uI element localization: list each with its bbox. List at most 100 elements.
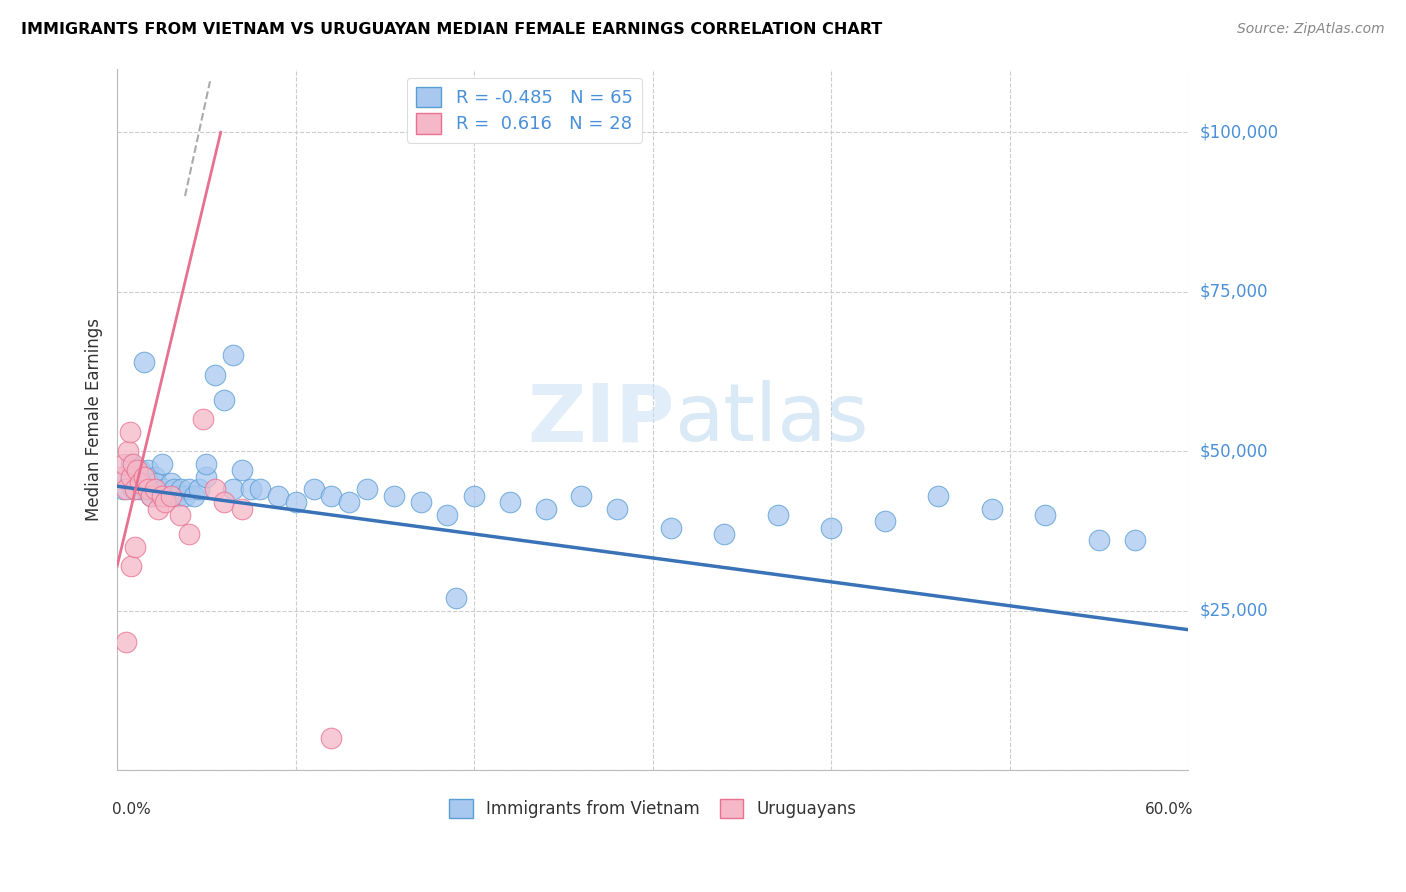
Point	[125, 476, 148, 491]
Point	[132, 355, 155, 369]
Point	[124, 469, 146, 483]
Point	[195, 457, 218, 471]
Point	[136, 463, 159, 477]
Point	[222, 483, 245, 497]
Point	[124, 540, 146, 554]
Point	[436, 508, 458, 522]
Point	[132, 469, 155, 483]
Point	[152, 483, 174, 497]
Point	[766, 508, 789, 522]
Point	[499, 495, 522, 509]
Point	[121, 469, 143, 483]
Point	[159, 489, 181, 503]
Point	[222, 349, 245, 363]
Point	[463, 489, 485, 503]
Point	[122, 483, 145, 497]
Point	[195, 469, 218, 483]
Text: $25,000: $25,000	[1199, 601, 1268, 620]
Point	[231, 501, 253, 516]
Point	[145, 476, 167, 491]
Point	[136, 483, 159, 497]
Point	[980, 501, 1002, 516]
Y-axis label: Median Female Earnings: Median Female Earnings	[86, 318, 103, 521]
Point	[713, 527, 735, 541]
Point	[125, 463, 148, 477]
Legend: Immigrants from Vietnam, Uruguayans: Immigrants from Vietnam, Uruguayans	[443, 792, 863, 825]
Point	[138, 476, 160, 491]
Point	[135, 483, 157, 497]
Point	[115, 483, 138, 497]
Point	[249, 483, 271, 497]
Point	[131, 476, 153, 491]
Text: $100,000: $100,000	[1199, 123, 1278, 141]
Point	[143, 483, 166, 497]
Text: 60.0%: 60.0%	[1144, 802, 1194, 816]
Point	[167, 489, 190, 503]
Point	[124, 483, 146, 497]
Point	[240, 483, 263, 497]
Point	[117, 444, 139, 458]
Text: Source: ZipAtlas.com: Source: ZipAtlas.com	[1237, 22, 1385, 37]
Point	[132, 469, 155, 483]
Text: ZIP: ZIP	[527, 380, 673, 458]
Point	[446, 591, 468, 605]
Point	[321, 489, 343, 503]
Point	[110, 469, 132, 483]
Point	[1123, 533, 1146, 548]
Point	[129, 476, 152, 491]
Point	[382, 489, 405, 503]
Point	[873, 514, 896, 528]
Point	[231, 463, 253, 477]
Point	[191, 412, 214, 426]
Point	[139, 489, 162, 503]
Point	[606, 501, 628, 516]
Point	[284, 495, 307, 509]
Point	[177, 527, 200, 541]
Point	[150, 457, 173, 471]
Point	[409, 495, 432, 509]
Point	[118, 476, 141, 491]
Text: $50,000: $50,000	[1199, 442, 1268, 460]
Point	[159, 476, 181, 491]
Point	[820, 521, 842, 535]
Point	[569, 489, 592, 503]
Point	[659, 521, 682, 535]
Point	[534, 501, 557, 516]
Point	[149, 489, 172, 503]
Text: $75,000: $75,000	[1199, 283, 1268, 301]
Point	[337, 495, 360, 509]
Point	[1088, 533, 1111, 548]
Text: 0.0%: 0.0%	[112, 802, 150, 816]
Point	[156, 489, 179, 503]
Point	[214, 495, 236, 509]
Point	[155, 495, 177, 509]
Point	[163, 483, 186, 497]
Point	[302, 483, 325, 497]
Point	[204, 483, 226, 497]
Point	[188, 483, 211, 497]
Point	[148, 501, 170, 516]
Point	[321, 731, 343, 745]
Point	[174, 489, 197, 503]
Text: IMMIGRANTS FROM VIETNAM VS URUGUAYAN MEDIAN FEMALE EARNINGS CORRELATION CHART: IMMIGRANTS FROM VIETNAM VS URUGUAYAN MED…	[21, 22, 883, 37]
Point	[115, 635, 138, 649]
Point	[112, 457, 135, 471]
Point	[214, 393, 236, 408]
Point	[129, 463, 152, 477]
Point	[169, 508, 191, 522]
Point	[122, 457, 145, 471]
Point	[143, 469, 166, 483]
Point	[356, 483, 378, 497]
Point	[1035, 508, 1057, 522]
Point	[177, 483, 200, 497]
Text: atlas: atlas	[673, 380, 869, 458]
Point	[139, 489, 162, 503]
Point	[183, 489, 205, 503]
Point	[115, 469, 138, 483]
Point	[111, 483, 134, 497]
Point	[128, 483, 150, 497]
Point	[121, 558, 143, 573]
Point	[121, 457, 143, 471]
Point	[204, 368, 226, 382]
Point	[118, 425, 141, 439]
